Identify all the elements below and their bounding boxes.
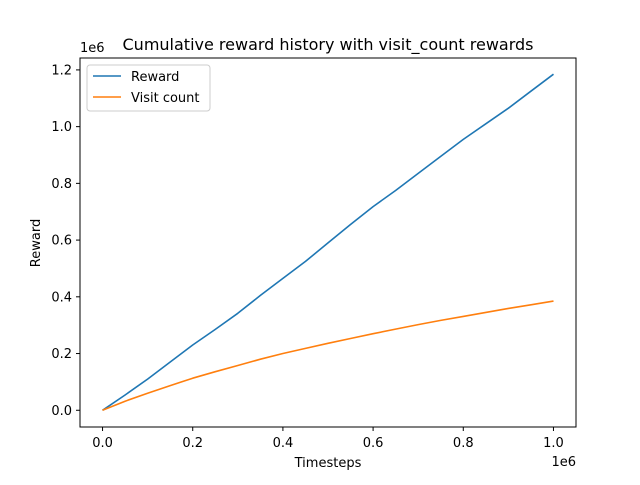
y-tick-label: 0.2	[51, 347, 72, 362]
y-tick-label: 0.0	[51, 404, 72, 419]
ticks-layer: 0.0 0.2 0.4 0.6 0.8 1.0 0.0 0.2 0.4 0.6 0.8 1.0 1.2	[51, 63, 563, 451]
y-tick-label: 1.2	[51, 63, 72, 78]
x-tick-label: 0.8	[453, 436, 474, 451]
series-line-reward	[102, 73, 554, 411]
legend-label-visit-count: Visit count	[131, 91, 200, 106]
x-tick-label: 0.4	[273, 436, 294, 451]
x-tick-label: 0.0	[92, 436, 113, 451]
series-line-visit-count	[102, 300, 554, 412]
x-axis-title: Timesteps	[294, 456, 362, 471]
y-tick-label: 0.4	[51, 290, 72, 305]
legend: Reward Visit count	[86, 64, 211, 112]
series-layer	[102, 73, 554, 412]
y-axis-title: Reward	[29, 219, 44, 267]
x-tick-label: 0.6	[363, 436, 384, 451]
y-tick-label: 0.8	[51, 177, 72, 192]
x-offset-label: 1e6	[551, 455, 576, 470]
y-tick-label: 0.6	[51, 234, 72, 249]
x-tick-label: 1.0	[543, 436, 564, 451]
y-offset-label: 1e6	[80, 41, 105, 56]
plot-frame	[79, 57, 577, 428]
y-tick-label: 1.0	[51, 120, 72, 135]
chart-title: Cumulative reward history with visit_cou…	[123, 35, 534, 55]
x-tick-label: 0.2	[182, 436, 203, 451]
legend-label-reward: Reward	[131, 70, 179, 85]
